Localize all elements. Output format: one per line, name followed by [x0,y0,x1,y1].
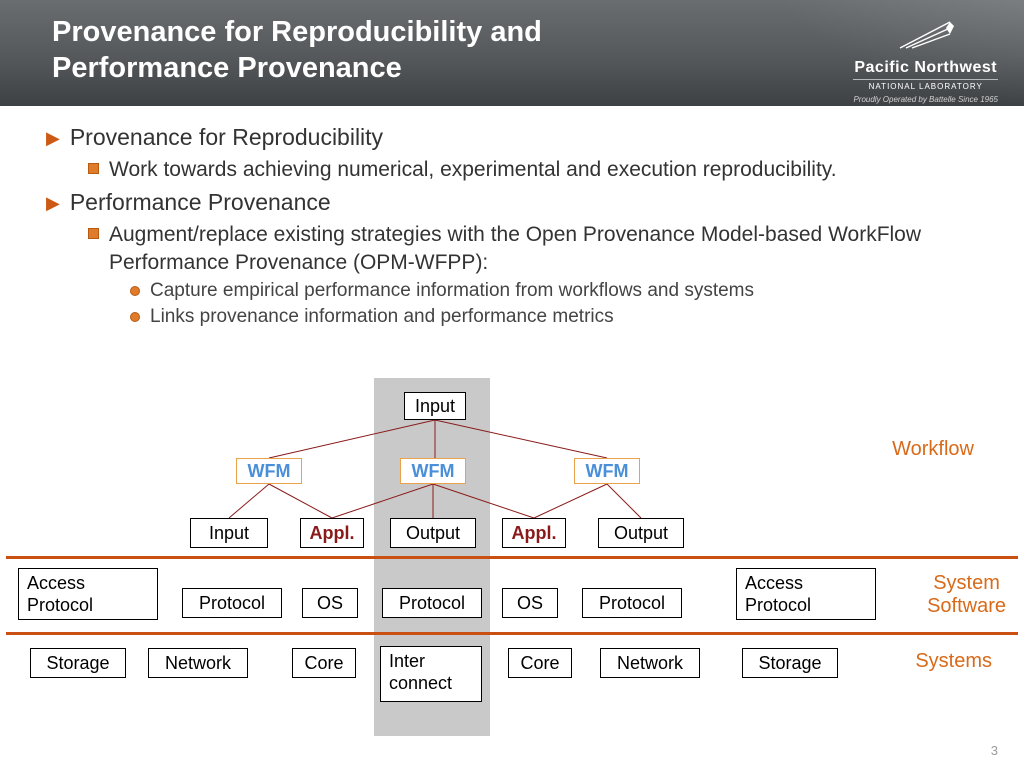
triangle-bullet-icon: ▶ [46,189,60,217]
label-systems: Systems [915,650,992,673]
node-wfm-r: WFM [574,458,640,484]
square-bullet-icon [88,163,99,174]
node-wfm-c: WFM [400,458,466,484]
architecture-diagram: Workflow SystemSoftware Systems Input WFM WFM… [0,378,1024,748]
bullet-text: Provenance for Reproducibility [70,124,383,151]
node-appl-r: Appl. [502,518,566,548]
node-output-c: Output [390,518,476,548]
node-storage-r: Storage [742,648,838,678]
node-core-l: Core [292,648,356,678]
bullet-l3: Capture empirical performance informatio… [130,280,994,302]
bullet-l1: ▶ Performance Provenance [46,189,994,217]
divider-line [6,556,1018,559]
bullet-l2: Augment/replace existing strategies with… [88,221,994,276]
label-system-software: SystemSoftware [927,572,1006,618]
node-os-2: OS [502,588,558,618]
logo-mark-icon [896,18,956,52]
pnnl-logo: Pacific Northwest NATIONAL LABORATORY Pr… [853,18,998,104]
node-input-l: Input [190,518,268,548]
node-net-l: Network [148,648,248,678]
divider-line [6,632,1018,635]
bullet-content: ▶ Provenance for Reproducibility Work tow… [0,106,1024,328]
node-storage-l: Storage [30,648,126,678]
node-wfm-l: WFM [236,458,302,484]
node-net-r: Network [600,648,700,678]
diagram-edges [0,378,1024,748]
bullet-text: Capture empirical performance informatio… [150,280,754,302]
circle-bullet-icon [130,312,140,322]
node-prot-1: Protocol [182,588,282,618]
bullet-l2: Work towards achieving numerical, experi… [88,156,994,183]
square-bullet-icon [88,228,99,239]
page-number: 3 [991,743,998,758]
bullet-text: Augment/replace existing strategies with… [109,221,994,276]
circle-bullet-icon [130,286,140,296]
bullet-text: Performance Provenance [70,189,331,216]
title-line2: Performance Provenance [52,52,402,84]
node-os-1: OS [302,588,358,618]
node-core-r: Core [508,648,572,678]
node-appl-l: Appl. [300,518,364,548]
bullet-text: Work towards achieving numerical, experi… [109,156,837,183]
bullet-l1: ▶ Provenance for Reproducibility [46,124,994,152]
slide-header: Provenance for Reproducibility and Perfo… [0,0,1024,106]
node-acc-r: Access Protocol [736,568,876,620]
logo-subtitle: NATIONAL LABORATORY [853,79,998,91]
node-acc-l: Access Protocol [18,568,158,620]
logo-name: Pacific Northwest [853,59,998,77]
label-workflow: Workflow [892,438,974,461]
node-input-top: Input [404,392,466,420]
bullet-l3: Links provenance information and perform… [130,306,994,328]
logo-battelle: Proudly Operated by Battelle Since 1965 [853,95,998,104]
title-line1: Provenance for Reproducibility and [52,16,542,48]
bullet-text: Links provenance information and perform… [150,306,614,328]
node-prot-2: Protocol [382,588,482,618]
node-output-r: Output [598,518,684,548]
triangle-bullet-icon: ▶ [46,124,60,152]
node-prot-3: Protocol [582,588,682,618]
node-intercon: Inter connect [380,646,482,702]
